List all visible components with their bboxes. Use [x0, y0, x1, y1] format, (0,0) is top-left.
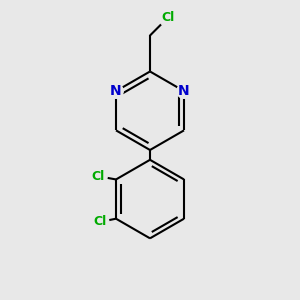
Circle shape [89, 167, 107, 185]
Text: Cl: Cl [161, 11, 175, 24]
Text: Cl: Cl [92, 170, 105, 183]
Circle shape [91, 213, 109, 231]
Text: N: N [110, 84, 122, 98]
Circle shape [109, 84, 123, 98]
Text: Cl: Cl [93, 215, 106, 229]
Text: N: N [178, 84, 190, 98]
Circle shape [177, 84, 191, 98]
Circle shape [159, 8, 177, 27]
